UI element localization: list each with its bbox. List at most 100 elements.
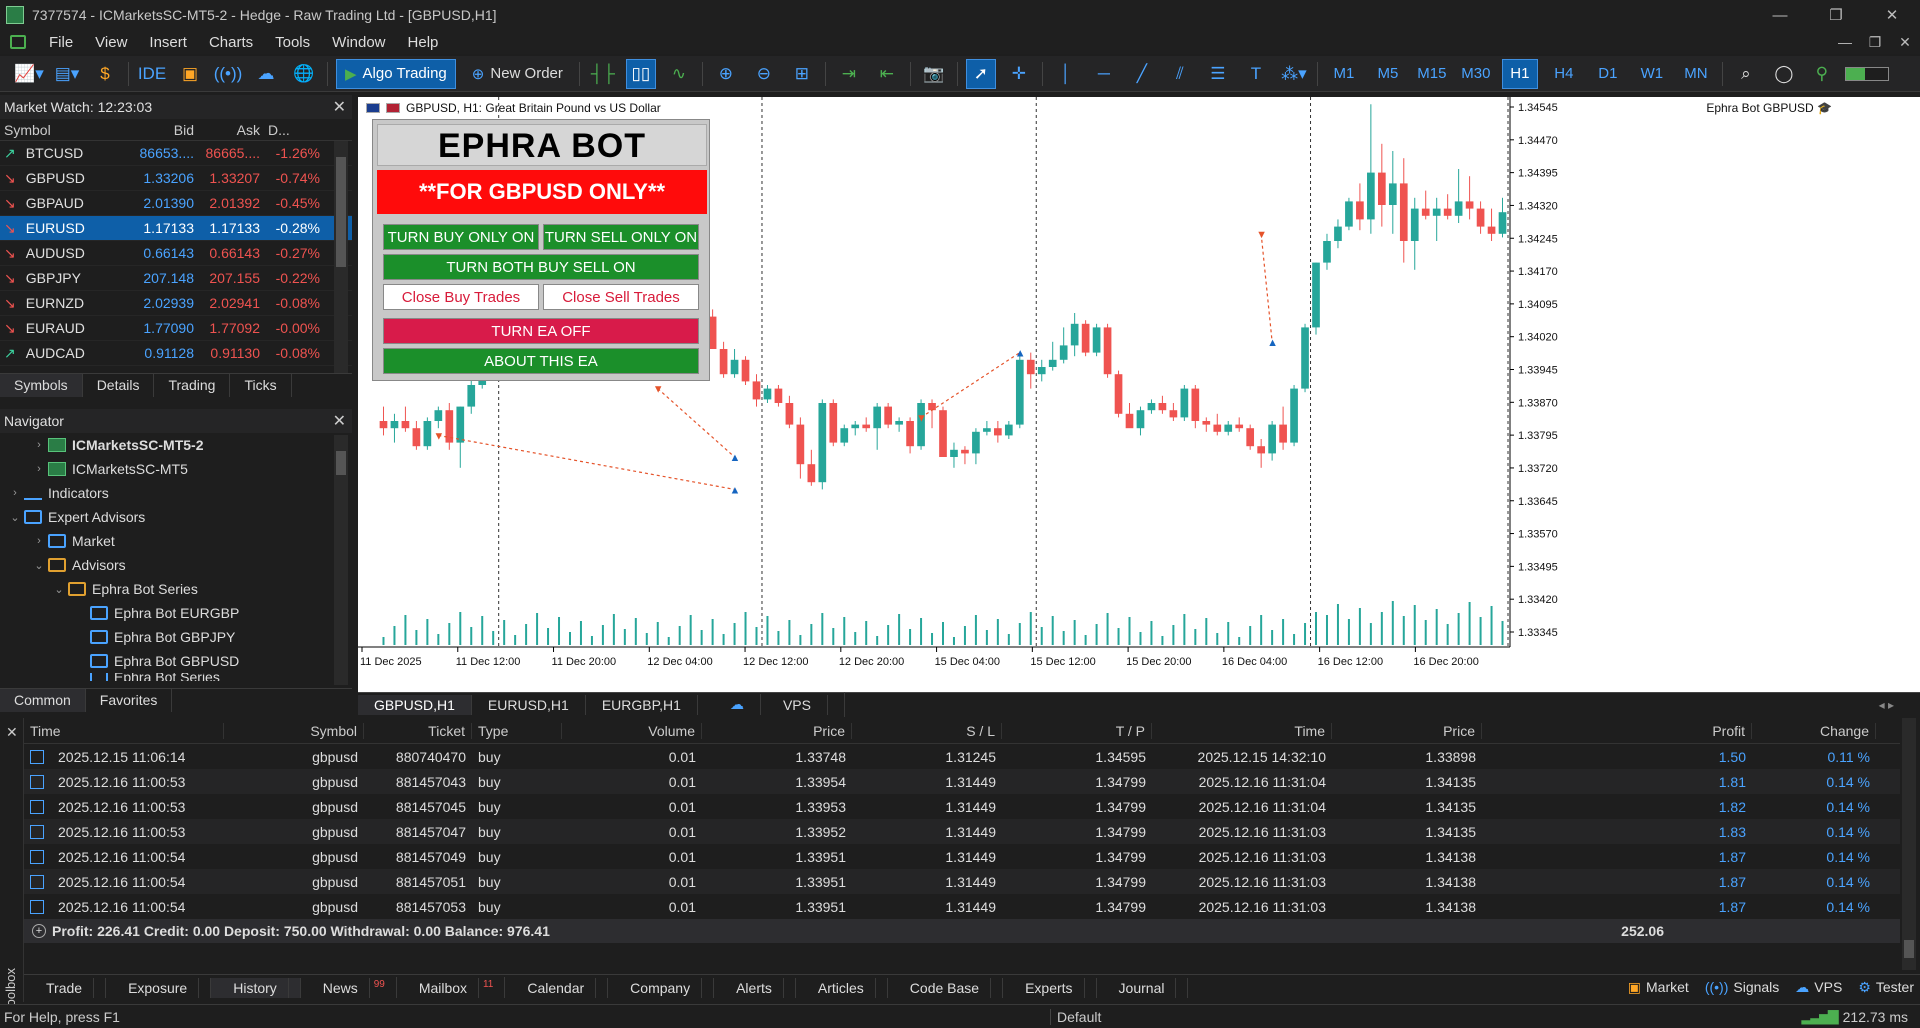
tf-mn[interactable]: MN (1684, 65, 1708, 82)
close-sell-button[interactable]: Close Sell Trades (543, 284, 699, 310)
cloud-icon[interactable]: ☁ (257, 63, 275, 83)
trendline-icon[interactable]: ╱ (1136, 63, 1148, 83)
buy-sell-both-button[interactable]: TURN BOTH BUY SELL ON (383, 254, 699, 280)
cursor-icon[interactable]: ➚ (965, 58, 996, 89)
chart-window-icon[interactable] (10, 35, 26, 49)
tab-symbols[interactable]: Symbols (0, 374, 83, 397)
user-icon[interactable]: ◯ (1774, 63, 1794, 83)
col-change[interactable]: D... (268, 121, 290, 138)
about-ea-button[interactable]: ABOUT THIS EA (383, 348, 699, 374)
expand-arrow-icon[interactable]: ⌄ (10, 511, 20, 524)
level-icon[interactable]: ⚲ (1815, 63, 1829, 83)
tile-windows-icon[interactable]: ⊞ (794, 63, 810, 83)
tf-w1[interactable]: W1 (1640, 65, 1664, 82)
signals-link[interactable]: ((•)) Signals (1705, 979, 1779, 995)
menu-view[interactable]: View (95, 33, 128, 51)
navigator-item[interactable]: › Market (0, 529, 352, 553)
close-button[interactable]: ✕ (1885, 7, 1899, 24)
text-tool-icon[interactable]: T (1250, 63, 1262, 83)
column-header[interactable]: Price (702, 722, 852, 739)
expand-arrow-icon[interactable]: ⌄ (34, 559, 44, 572)
tf-m30[interactable]: M30 (1461, 65, 1491, 82)
tab-trade[interactable]: Trade (24, 977, 107, 998)
market-watch-row[interactable]: ↘ AUDUSD 0.66143 0.66143 -0.27% (0, 241, 352, 266)
globe-icon[interactable]: 🌐 (293, 63, 315, 83)
history-row[interactable]: 2025.12.16 11:00:53 gbpusd 881457043 buy 0.0… (24, 769, 1900, 794)
tab-experts[interactable]: Experts (1003, 977, 1097, 998)
navigator-item[interactable]: › ICMarketsSC-MT5-2 (0, 433, 352, 457)
tab-details[interactable]: Details (83, 374, 155, 397)
chart-tab-vps[interactable]: ☁ VPS (698, 692, 845, 717)
connection-status[interactable]: ▂▃▅▇ 212.73 ms (1802, 1008, 1908, 1025)
close-icon[interactable]: ✕ (6, 724, 18, 740)
chart-shift-icon[interactable]: ⇤ (879, 63, 895, 83)
screenshot-icon[interactable]: 📷 (923, 63, 945, 83)
briefcase-icon[interactable]: ▣ (181, 63, 199, 83)
column-header[interactable]: Type (472, 722, 562, 739)
tab-exposure[interactable]: Exposure (106, 977, 212, 998)
navigator-scrollbar[interactable] (334, 435, 348, 685)
crosshair-icon[interactable]: ✛ (1011, 63, 1027, 83)
navigator-item[interactable]: ⌄ Expert Advisors (0, 505, 352, 529)
child-minimize-button[interactable]: — (1838, 34, 1852, 50)
chart-tab-gbpusd[interactable]: GBPUSD,H1 (358, 694, 472, 715)
column-header[interactable]: Time (24, 722, 224, 739)
market-watch-row[interactable]: ↘ GBPUSD 1.33206 1.33207 -0.74% (0, 166, 352, 191)
tab-news[interactable]: News 99 (301, 977, 397, 998)
history-row[interactable]: 2025.12.16 11:00:54 gbpusd 881457049 buy 0.0… (24, 844, 1900, 869)
zoom-in-icon[interactable]: ⊕ (718, 63, 734, 83)
tf-m5[interactable]: M5 (1377, 65, 1399, 82)
chart-tab-eurusd[interactable]: EURUSD,H1 (472, 694, 586, 715)
navigator-item[interactable]: Ephra Bot GBPUSD (0, 649, 352, 673)
close-icon[interactable]: ✕ (332, 99, 346, 116)
tf-h1[interactable]: H1 (1501, 58, 1538, 89)
col-symbol[interactable]: Symbol (4, 121, 51, 138)
algo-trading-button[interactable]: ▶ Algo Trading (336, 58, 456, 89)
column-header[interactable]: Ticket (364, 722, 472, 739)
expand-arrow-icon[interactable]: › (13, 487, 17, 499)
chart-type-icon[interactable]: 📈▾ (14, 63, 44, 83)
menu-file[interactable]: File (49, 33, 74, 51)
market-watch-row[interactable]: ↘ EURAUD 1.77090 1.77092 -0.00% (0, 316, 352, 341)
close-buy-button[interactable]: Close Buy Trades (383, 284, 539, 310)
bar-chart-icon[interactable]: ┤├ (590, 63, 615, 83)
navigator-item[interactable]: Ephra Bot EURGBP (0, 601, 352, 625)
tab-favorites[interactable]: Favorites (86, 689, 173, 712)
horizontal-line-icon[interactable]: ─ (1097, 63, 1110, 83)
navigator-item[interactable]: ⌄ Ephra Bot Series (0, 577, 352, 601)
menu-help[interactable]: Help (407, 33, 439, 51)
new-order-button[interactable]: ⊕ New Order (464, 59, 571, 89)
child-close-button[interactable]: ✕ (1899, 33, 1911, 50)
buy-only-button[interactable]: TURN BUY ONLY ON (383, 224, 539, 250)
tf-d1[interactable]: D1 (1598, 65, 1618, 82)
tab-scroll-arrows-icon[interactable]: ◂ ▸ (1878, 697, 1894, 712)
auto-scroll-icon[interactable]: ⇥ (841, 63, 857, 83)
navigator-item[interactable]: › ICMarketsSC-MT5 (0, 457, 352, 481)
child-restore-button[interactable]: ❐ (1868, 33, 1882, 50)
fibonacci-icon[interactable]: ☰ (1210, 63, 1226, 83)
column-header[interactable]: Profit (1482, 722, 1752, 739)
market-watch-row[interactable]: ↘ EURNZD 2.02939 2.02941 -0.08% (0, 291, 352, 316)
market-link[interactable]: ▣ Market (1628, 979, 1689, 996)
tf-m15[interactable]: M15 (1417, 65, 1447, 82)
tester-link[interactable]: ⚙ Tester (1858, 979, 1914, 996)
vps-link[interactable]: ☁ VPS (1795, 979, 1842, 996)
ea-off-button[interactable]: TURN EA OFF (383, 318, 699, 344)
tab-calendar[interactable]: Calendar (505, 977, 609, 998)
toolbox-scrollbar[interactable] (1902, 718, 1916, 970)
column-header[interactable]: Price (1332, 722, 1482, 739)
tab-code-base[interactable]: Code Base (888, 977, 1004, 998)
market-watch-row[interactable]: ↗ BTCUSD 86653.... 86665.... -1.26% (0, 141, 352, 166)
market-watch-row[interactable]: ↘ EURUSD 1.17133 1.17133 -0.28% (0, 216, 352, 241)
tab-mailbox[interactable]: Mailbox 11 (397, 977, 506, 998)
column-header[interactable]: T / P (1002, 722, 1152, 739)
navigator-item[interactable]: Ephra Bot GBPJPY (0, 625, 352, 649)
column-header[interactable]: Symbol (224, 722, 364, 739)
market-watch-scrollbar[interactable] (334, 141, 348, 373)
column-header[interactable]: Change (1752, 722, 1876, 739)
market-icon[interactable]: $ (100, 63, 110, 83)
expand-arrow-icon[interactable]: › (37, 463, 41, 475)
market-watch-icon[interactable]: ▤▾ (54, 63, 80, 83)
column-header[interactable]: Time (1152, 722, 1332, 739)
column-header[interactable]: S / L (852, 722, 1002, 739)
